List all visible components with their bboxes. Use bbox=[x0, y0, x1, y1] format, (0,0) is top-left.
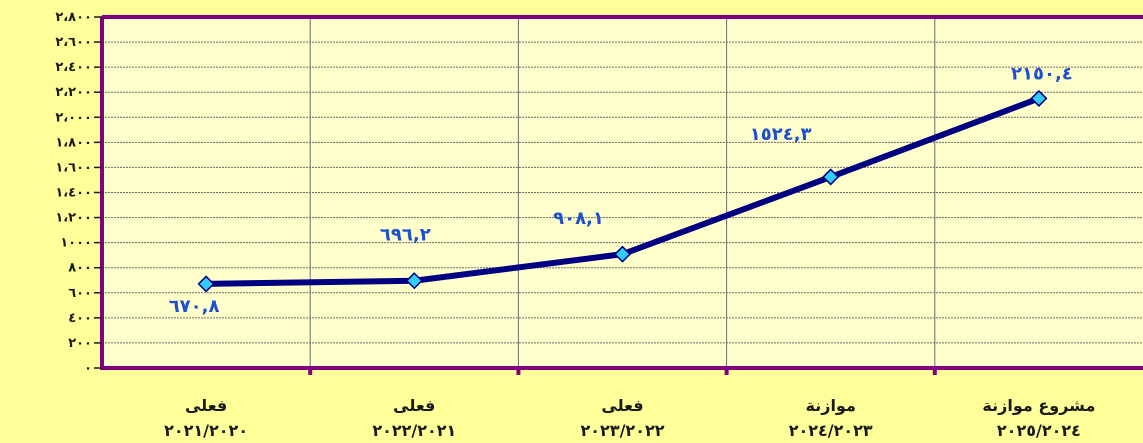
data-point-marker bbox=[613, 245, 632, 263]
y-tick-label: ١،٢٠٠ bbox=[55, 211, 92, 226]
y-tick-label: ٢،٦٠٠ bbox=[55, 35, 92, 50]
x-category-label: موازنة bbox=[806, 396, 856, 415]
x-category-label: فعلى bbox=[393, 396, 435, 415]
data-point-marker bbox=[822, 168, 840, 186]
x-category-year: ٢٠٢٤/٢٠٢٣ bbox=[789, 421, 873, 440]
x-category-year: ٢٠٢٥/٢٠٢٤ bbox=[997, 421, 1081, 440]
y-tick-label: ٢،٤٠٠ bbox=[55, 60, 92, 75]
data-label: ٩٠٨,١ bbox=[553, 208, 604, 229]
data-label: ٦٧٠,٨ bbox=[169, 296, 220, 317]
x-category-label: فعلى bbox=[601, 396, 643, 415]
y-tick-label: ٢٠٠ bbox=[68, 336, 92, 351]
y-tick-label: ٨٠٠ bbox=[68, 261, 92, 276]
y-tick-label: ٢،٠٠٠ bbox=[55, 110, 92, 125]
x-category-year: ٢٠٢٣/٢٠٢٢ bbox=[581, 421, 665, 440]
y-tick-label: ٠ bbox=[84, 361, 92, 376]
y-tick-label: ٤٠٠ bbox=[68, 311, 92, 326]
data-point-marker bbox=[197, 275, 215, 293]
y-tick-label: ١،٤٠٠ bbox=[55, 186, 92, 201]
data-label: ٢١٥٠,٤ bbox=[1011, 63, 1073, 84]
y-tick-label: ٢،٨٠٠ bbox=[55, 10, 92, 25]
x-category-label: مشروع موازنة bbox=[982, 396, 1095, 415]
data-label: ١٥٢٤,٣ bbox=[750, 124, 812, 145]
y-tick-label: ١،٦٠٠ bbox=[55, 160, 92, 175]
data-label: ٦٩٦,٢ bbox=[380, 225, 431, 246]
x-category-year: ٢٠٢٢/٢٠٢١ bbox=[372, 421, 456, 440]
x-category-label: فعلى bbox=[185, 396, 227, 415]
y-tick-label: ١٠٠٠ bbox=[60, 236, 92, 251]
y-tick-label: ١،٨٠٠ bbox=[55, 135, 92, 150]
x-category-year: ٢٠٢١/٢٠٢٠ bbox=[164, 421, 248, 440]
y-tick-label: ٦٠٠ bbox=[68, 286, 92, 301]
data-point-marker bbox=[405, 272, 423, 290]
data-point-marker bbox=[1030, 89, 1048, 107]
y-tick-label: ٢،٢٠٠ bbox=[55, 85, 92, 100]
